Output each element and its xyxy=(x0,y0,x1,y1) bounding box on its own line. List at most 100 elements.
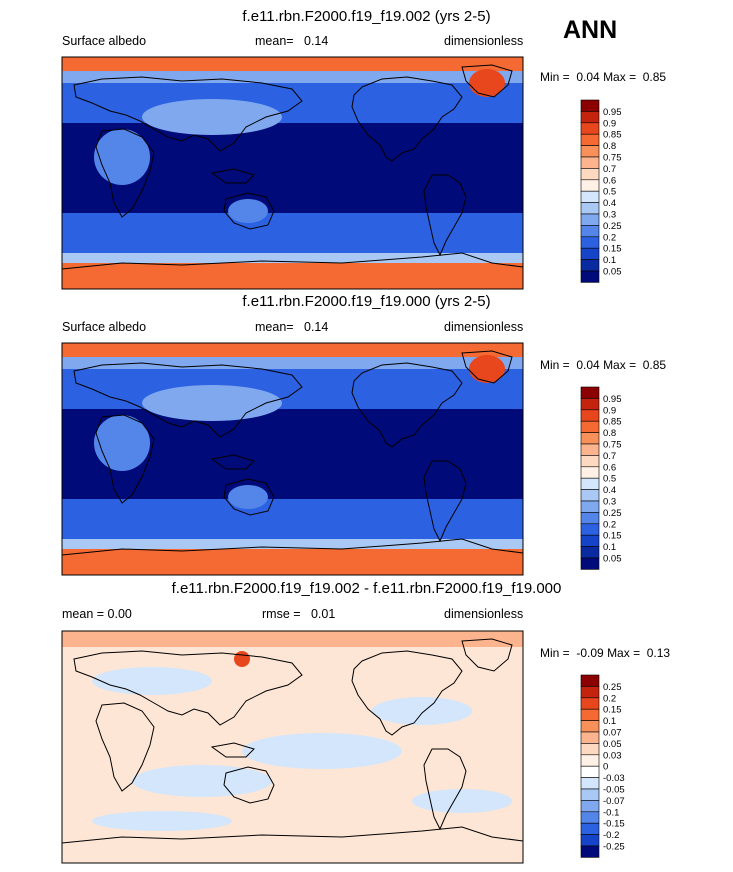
colorbar-swatch xyxy=(580,800,600,813)
colorbar-swatch xyxy=(580,99,600,112)
colorbar-tick-label: 0.03 xyxy=(603,750,622,761)
colorbar-swatch xyxy=(580,720,600,733)
colorbar-swatch xyxy=(580,708,600,721)
colorbar-swatch xyxy=(580,845,600,858)
colorbar-tick-label: 0.85 xyxy=(603,417,622,428)
colorbar-swatch xyxy=(580,270,600,283)
colorbar-swatch xyxy=(580,788,600,801)
colorbar-tick-label: 0.2 xyxy=(603,693,616,704)
colorbar-tick-label: 0.25 xyxy=(603,682,622,693)
colorbar-swatch xyxy=(580,466,600,479)
panel-2-arctic-band xyxy=(62,343,523,357)
colorbar-swatch xyxy=(580,409,600,422)
colorbar-swatch xyxy=(580,765,600,778)
colorbar-tick-label: 0.4 xyxy=(603,485,616,496)
colorbar-swatch xyxy=(580,398,600,411)
colorbar-tick-label: 0.9 xyxy=(603,405,616,416)
colorbar-swatch xyxy=(580,190,600,203)
colorbar-tick-label: 0.2 xyxy=(603,232,616,243)
panel-3-patch-3 xyxy=(132,765,272,797)
panel-1-minmax: Min = 0.04 Max = 0.85 xyxy=(540,70,667,84)
colorbar-swatch xyxy=(580,168,600,181)
panel-3-patch-4 xyxy=(372,697,472,725)
colorbar-tick-label: 0.4 xyxy=(603,198,616,209)
panel-1-greenland-field xyxy=(469,69,505,97)
colorbar-swatch xyxy=(580,489,600,502)
panel-1-map xyxy=(61,56,524,290)
colorbar-tick-label: 0.8 xyxy=(603,141,616,152)
colorbar-tick-label: 0.95 xyxy=(603,394,622,405)
panel-2-australia-field xyxy=(228,485,268,509)
panel-2-midlat-south xyxy=(62,499,523,539)
colorbar-swatch xyxy=(580,133,600,146)
panel-3-patch-6 xyxy=(92,811,232,831)
panel-3-mean-label: mean = 0.00 xyxy=(62,607,132,621)
colorbar-swatch xyxy=(580,534,600,547)
panel-2-mean-label: mean= 0.14 xyxy=(255,320,329,334)
panel-3-minmax: Min = -0.09 Max = 0.13 xyxy=(540,646,671,660)
colorbar-tick-label: 0.6 xyxy=(603,175,616,186)
panel-2-map xyxy=(61,342,524,576)
colorbar-swatch xyxy=(580,834,600,847)
colorbar-swatch xyxy=(580,225,600,238)
panel-1-midlat-south xyxy=(62,213,523,253)
colorbar-tick-label: 0.05 xyxy=(603,554,622,565)
colorbar-swatch xyxy=(580,259,600,272)
colorbar-tick-label: 0.95 xyxy=(603,107,622,118)
panel-3-colorbar: 0.250.20.150.10.070.050.030-0.03-0.05-0.… xyxy=(580,674,625,858)
colorbar-tick-label: 0 xyxy=(603,762,608,773)
colorbar-swatch xyxy=(580,202,600,215)
panel-3-arctic-band xyxy=(62,631,523,647)
colorbar-swatch xyxy=(580,512,600,525)
panel-2-greenland-field xyxy=(469,355,505,383)
colorbar-tick-label: -0.2 xyxy=(603,830,619,841)
colorbar-swatch xyxy=(580,743,600,756)
colorbar-tick-label: -0.25 xyxy=(603,842,625,853)
panel-1-arctic-band xyxy=(62,57,523,71)
colorbar-swatch xyxy=(580,557,600,570)
colorbar-tick-label: 0.75 xyxy=(603,153,622,164)
panel-3-rmse-label: rmse = 0.01 xyxy=(262,607,336,621)
colorbar-swatch xyxy=(580,523,600,536)
colorbar-tick-label: -0.07 xyxy=(603,796,625,807)
colorbar-swatch xyxy=(580,247,600,260)
panel-3-patch-2 xyxy=(242,733,402,769)
colorbar-swatch xyxy=(580,111,600,124)
colorbar-tick-label: 0.15 xyxy=(603,705,622,716)
colorbar-swatch xyxy=(580,179,600,192)
colorbar-tick-label: 0.25 xyxy=(603,221,622,232)
panel-1-australia-field xyxy=(228,199,268,223)
panel-2-minmax: Min = 0.04 Max = 0.85 xyxy=(540,358,667,372)
colorbar-swatch xyxy=(580,674,600,687)
colorbar-swatch xyxy=(580,443,600,456)
colorbar-tick-label: 0.15 xyxy=(603,531,622,542)
panel-3-patch-1 xyxy=(92,667,212,695)
colorbar-tick-label: 0.1 xyxy=(603,716,616,727)
colorbar-swatch xyxy=(580,822,600,835)
colorbar-tick-label: 0.7 xyxy=(603,451,616,462)
panel-3-units-label: dimensionless xyxy=(444,607,524,621)
colorbar-tick-label: 0.15 xyxy=(603,244,622,255)
colorbar-tick-label: 0.05 xyxy=(603,267,622,278)
colorbar-swatch xyxy=(580,236,600,249)
colorbar-tick-label: -0.05 xyxy=(603,785,625,796)
colorbar-swatch xyxy=(580,420,600,433)
panel-2-units-label: dimensionless xyxy=(444,320,524,334)
panel-1-title: f.e11.rbn.F2000.f19_f19.002 (yrs 2-5) xyxy=(242,8,491,25)
colorbar-swatch xyxy=(580,546,600,559)
colorbar-tick-label: 0.6 xyxy=(603,462,616,473)
panel-1-units-label: dimensionless xyxy=(444,34,524,48)
colorbar-tick-label: 0.3 xyxy=(603,210,616,221)
colorbar-swatch xyxy=(580,477,600,490)
panel-2-africa-field xyxy=(94,415,150,471)
colorbar-swatch xyxy=(580,145,600,158)
colorbar-tick-label: 0.8 xyxy=(603,428,616,439)
colorbar-swatch xyxy=(580,213,600,226)
colorbar-tick-label: 0.5 xyxy=(603,474,616,485)
panel-1-africa-field xyxy=(94,129,150,185)
colorbar-tick-label: 0.7 xyxy=(603,164,616,175)
colorbar-swatch xyxy=(580,432,600,445)
panel-3-title: f.e11.rbn.F2000.f19_f19.002 - f.e11.rbn.… xyxy=(171,580,562,597)
colorbar-tick-label: 0.9 xyxy=(603,118,616,129)
